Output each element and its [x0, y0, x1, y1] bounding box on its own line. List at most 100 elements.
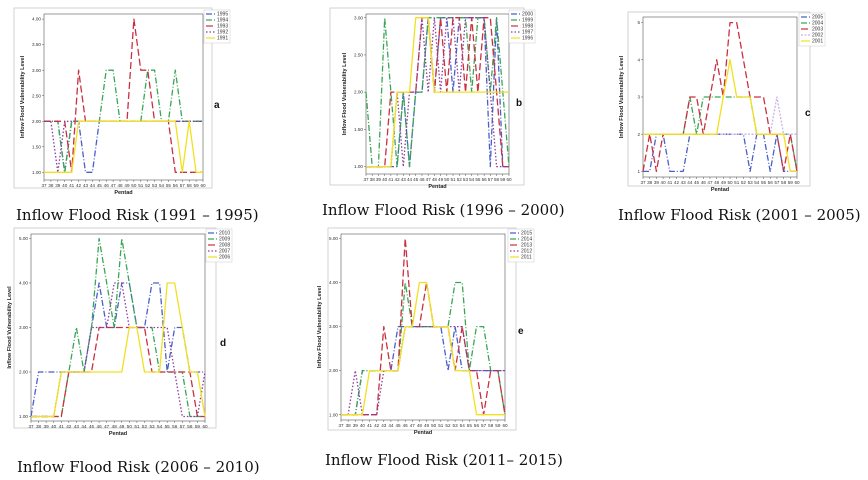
- x-tick-label: 51: [138, 183, 144, 188]
- y-tick-label: 2: [637, 132, 640, 137]
- x-tick-label: 54: [469, 177, 475, 182]
- x-tick-label: 51: [734, 180, 740, 185]
- x-tick-label: 57: [481, 423, 487, 428]
- x-tick-label: 43: [681, 180, 687, 185]
- x-tick-label: 39: [55, 183, 61, 188]
- x-tick-label: 40: [382, 177, 388, 182]
- x-tick-label: 40: [51, 424, 57, 429]
- x-tick-label: 38: [647, 180, 653, 185]
- x-tick-label: 60: [506, 177, 512, 182]
- x-tick-label: 43: [381, 423, 387, 428]
- x-tick-label: 56: [474, 423, 480, 428]
- y-tick-label: 4.00: [32, 17, 41, 22]
- y-tick-label: 1.00: [354, 164, 363, 169]
- x-tick-label: 49: [119, 424, 125, 429]
- x-tick-label: 50: [127, 424, 133, 429]
- x-tick-label: 60: [794, 180, 800, 185]
- legend-label: 2011: [521, 255, 532, 261]
- x-tick-label: 59: [500, 177, 506, 182]
- x-tick-label: 44: [407, 177, 413, 182]
- x-tick-label: 58: [488, 423, 494, 428]
- x-tick-label: 59: [195, 424, 201, 429]
- series-line-2001: [643, 59, 797, 173]
- x-tick-label: 53: [453, 423, 459, 428]
- y-tick-label: 1.00: [19, 414, 28, 419]
- x-tick-label: 45: [413, 177, 419, 182]
- series-line-2010: [30, 282, 205, 417]
- legend-label: 2002: [812, 33, 823, 39]
- x-tick-label: 60: [200, 183, 206, 188]
- x-tick-label: 41: [388, 177, 394, 182]
- x-tick-label: 55: [166, 183, 172, 188]
- x-tick-label: 39: [376, 177, 382, 182]
- x-tick-label: 40: [360, 423, 366, 428]
- x-tick-label: 55: [165, 424, 171, 429]
- legend-label: 1997: [522, 30, 533, 36]
- y-tick-label: 3.00: [32, 68, 41, 73]
- y-tick-label: 2.00: [329, 368, 338, 373]
- x-tick-label: 60: [502, 423, 508, 428]
- legend-label: 1998: [522, 24, 533, 30]
- x-tick-label: 48: [112, 424, 118, 429]
- x-tick-label: 44: [687, 180, 693, 185]
- x-tick-label: 56: [482, 177, 488, 182]
- legend-label: 2014: [521, 237, 532, 243]
- x-tick-label: 46: [104, 183, 110, 188]
- legend-label: 1993: [217, 24, 228, 30]
- x-tick-label: 43: [74, 424, 80, 429]
- y-tick-label: 1.00: [32, 170, 41, 175]
- legend-label: 2000: [522, 12, 533, 18]
- x-tick-label: 52: [142, 424, 148, 429]
- legend-label: 2005: [812, 15, 823, 21]
- chart-frame: [13, 7, 213, 189]
- panel-letter: a: [214, 100, 220, 111]
- x-tick-label: 55: [467, 423, 473, 428]
- x-tick-label: 44: [388, 423, 394, 428]
- x-tick-label: 42: [674, 180, 680, 185]
- y-tick-label: 2.50: [354, 53, 363, 58]
- x-tick-label: 44: [90, 183, 96, 188]
- y-tick-label: 5.00: [329, 236, 338, 241]
- x-tick-label: 41: [69, 183, 75, 188]
- x-tick-label: 48: [417, 423, 423, 428]
- series-line-2012: [341, 325, 505, 416]
- x-tick-label: 47: [410, 423, 416, 428]
- y-axis-label: Inflow Flood Vulnerability Level: [342, 52, 348, 135]
- x-tick-label: 46: [403, 423, 409, 428]
- plot-area: [43, 13, 204, 181]
- x-tick-label: 42: [76, 183, 82, 188]
- x-tick-label: 57: [774, 180, 780, 185]
- panel-letter: d: [220, 338, 226, 349]
- legend-label: 1996: [522, 36, 533, 42]
- legend-label: 1999: [522, 18, 533, 24]
- x-tick-label: 52: [457, 177, 463, 182]
- x-tick-label: 39: [44, 424, 50, 429]
- legend-label: 2006: [219, 255, 230, 261]
- x-tick-label: 58: [187, 424, 193, 429]
- x-tick-label: 38: [370, 177, 376, 182]
- x-tick-label: 44: [81, 424, 87, 429]
- x-tick-label: 41: [667, 180, 673, 185]
- series-line-2009: [31, 237, 205, 418]
- x-tick-label: 59: [788, 180, 794, 185]
- x-tick-label: 54: [159, 183, 165, 188]
- x-tick-label: 42: [395, 177, 401, 182]
- x-tick-label: 38: [48, 183, 54, 188]
- x-tick-label: 47: [111, 183, 117, 188]
- y-tick-label: 2.50: [32, 93, 41, 98]
- x-tick-label: 51: [450, 177, 456, 182]
- x-tick-label: 43: [83, 183, 89, 188]
- y-tick-label: 3: [637, 95, 640, 100]
- x-tick-label: 56: [173, 183, 179, 188]
- chart-panel-d: 1.00 2.00 3.00 4.00 5.00 37 38 39 40 41 42 43 44 45 46…: [7, 227, 233, 437]
- chart-panel-a: 1.00 1.50 2.00 2.50 3.00 3.50 4.00 37 38 39 40 41 42…: [13, 7, 231, 196]
- x-tick-label: 54: [754, 180, 760, 185]
- panel-caption: Inflow Flood Risk (2011– 2015): [325, 451, 563, 469]
- y-tick-label: 4: [637, 57, 640, 62]
- panel-letter: c: [805, 108, 811, 119]
